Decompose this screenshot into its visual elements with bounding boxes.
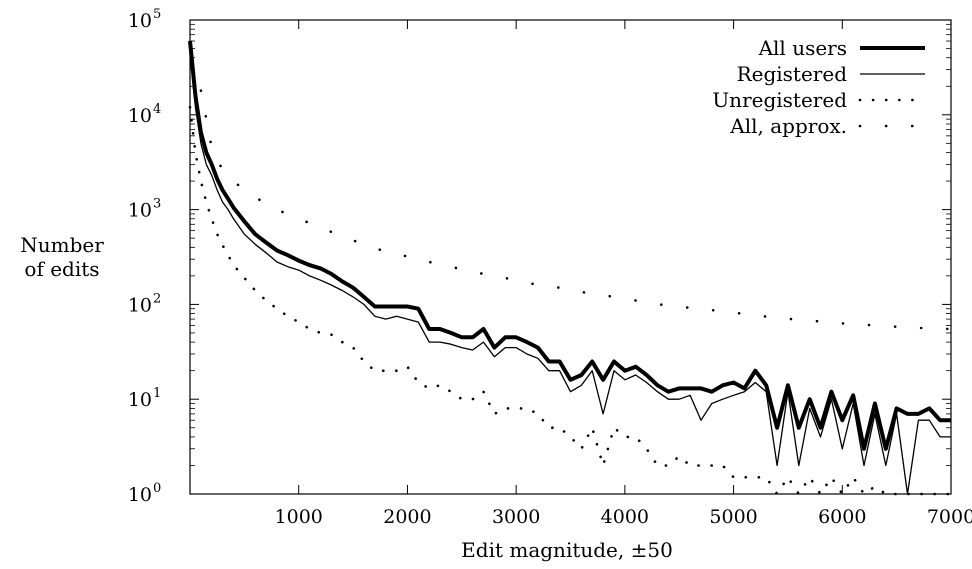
y-tick-label: 10 — [128, 200, 152, 222]
x-tick-label: 2000 — [383, 506, 431, 528]
y-tick-label: 10 — [128, 294, 152, 316]
plot-area-frame — [189, 19, 952, 495]
y-tick-label: 10 — [128, 484, 152, 506]
x-tick-label: 6000 — [818, 506, 866, 528]
x-tick-label: 5000 — [709, 506, 757, 528]
series-line-registered — [189, 52, 951, 495]
x-tick-label: 4000 — [601, 506, 649, 528]
x-tick-label: 1000 — [275, 506, 323, 528]
y-tick-label: 10 — [128, 10, 152, 32]
legend-label: Registered — [737, 62, 848, 86]
legend-label: All users — [758, 36, 847, 60]
x-axis-label: Edit magnitude, ±50 — [461, 538, 673, 562]
series-line-unregistered — [188, 106, 953, 496]
y-axis-label-line-1: Number — [20, 233, 104, 257]
y-tick-label: 10 — [128, 105, 152, 127]
series-line-all-users — [188, 40, 951, 451]
x-tick-label: 3000 — [492, 506, 540, 528]
legend-label: All, approx. — [729, 114, 847, 138]
x-tick-label: 7000 — [927, 506, 972, 528]
y-tick-exponent: 3 — [153, 197, 161, 212]
legend-label: Unregistered — [712, 88, 847, 112]
y-tick-exponent: 1 — [153, 386, 161, 401]
y-tick-exponent: 2 — [153, 291, 161, 306]
y-tick-label: 10 — [128, 389, 152, 411]
y-tick-exponent: 0 — [153, 481, 161, 496]
y-tick-exponent: 5 — [153, 7, 161, 22]
y-axis-label-line-2: of edits — [24, 257, 99, 281]
y-tick-exponent: 4 — [153, 102, 161, 117]
